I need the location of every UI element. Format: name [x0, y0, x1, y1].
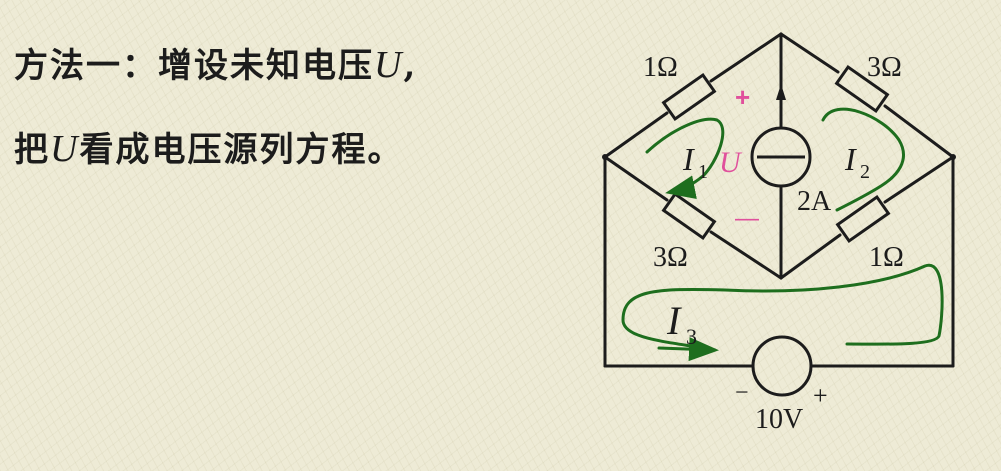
method-line-2: 把U看成电压源列方程。 — [14, 122, 403, 171]
method-line-2-suffix: 看成电压源列方程。 — [79, 130, 404, 170]
loop-i2-path — [821, 107, 905, 212]
label-loop-i2-subscript: 2 — [860, 161, 870, 183]
wire-top-left-upper — [709, 32, 783, 83]
resistor-bottom-right — [835, 194, 891, 244]
voltage-source — [751, 335, 813, 397]
voltage-source-circle — [751, 335, 813, 397]
method-line-1-variable: U — [374, 44, 404, 86]
label-loop-i3-subscript: 3 — [686, 324, 697, 349]
label-loop-i1: I — [682, 141, 695, 177]
resistor-bottom-left — [661, 191, 717, 241]
method-line-1-prefix: 方法一：增设未知电压 — [14, 46, 374, 86]
voltage-source-minus: − — [735, 380, 749, 406]
label-resistor-top-left: 1Ω — [643, 52, 678, 83]
wire-top-right — [883, 104, 955, 159]
method-line-1-suffix: , — [403, 46, 418, 86]
circuit-wires — [603, 32, 955, 368]
loop-i1-path — [645, 117, 725, 200]
current-direction-arrow — [776, 84, 786, 100]
wire-bottom-right-upper — [883, 155, 955, 204]
resistor-top-left — [661, 72, 717, 122]
mesh-loops — [621, 107, 944, 362]
method-line-2-prefix: 把 — [14, 130, 50, 170]
circuit-diagram: 1Ω 3Ω 3Ω 1Ω 2A 10V − + U + — I 1 I 2 I 3 — [602, 32, 956, 435]
current-source — [750, 84, 812, 188]
node-right — [950, 154, 956, 160]
voltage-source-plus: + — [813, 381, 828, 410]
loop-i3-path — [621, 263, 944, 352]
label-loop-i2: I — [844, 141, 857, 177]
current-source-circle — [750, 126, 812, 188]
node-left — [602, 154, 608, 160]
wire-bottom-left-upper — [603, 155, 669, 202]
wire-top-right-upper — [779, 32, 840, 74]
loop-i3-arrow-segment — [657, 337, 719, 362]
label-loop-i1-subscript: 1 — [698, 161, 708, 183]
wire-bottom-left — [709, 230, 783, 280]
label-resistor-bottom-right: 1Ω — [869, 242, 904, 273]
polarity-plus: + — [735, 82, 750, 112]
label-voltage-source: 10V — [755, 404, 803, 435]
label-loop-i3: I — [666, 298, 682, 343]
wire-top-left — [603, 111, 669, 159]
label-voltage-u: U — [719, 146, 743, 179]
wire-bottom-right — [779, 233, 842, 280]
method-line-1: 方法一：增设未知电压U, — [14, 38, 417, 87]
label-resistor-bottom-left: 3Ω — [653, 242, 688, 273]
resistor-top-right — [834, 64, 890, 114]
label-resistor-top-right: 3Ω — [867, 52, 902, 83]
method-line-2-variable: U — [50, 128, 80, 170]
label-current-source: 2A — [797, 186, 832, 217]
polarity-minus: — — [735, 205, 759, 232]
